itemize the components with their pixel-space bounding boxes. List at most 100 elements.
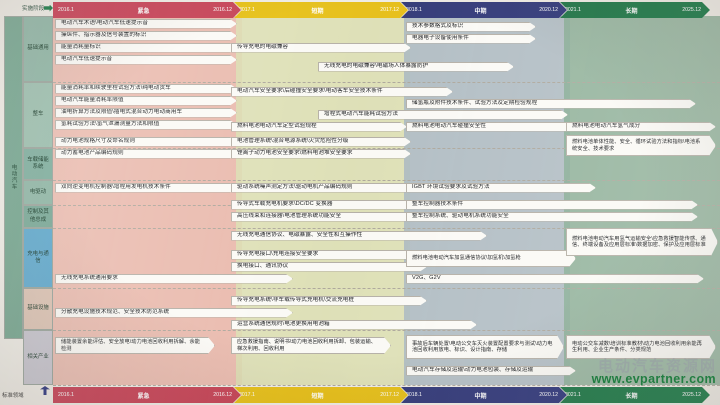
- standard-item[interactable]: 燃料电池单体性能、安全、循环试验方法和指标\电池系统安全、技术要求: [566, 135, 716, 156]
- standard-item[interactable]: 增程式电动汽车能耗试验方法: [318, 110, 568, 120]
- segment-start-date: 2017.1: [239, 7, 255, 13]
- sidebar-item-label: 相关产业: [27, 353, 49, 360]
- standard-item-text: 动力电池规格尺寸及命名规则: [61, 138, 136, 145]
- standard-item-text: 无线充电通信协议、电磁暴露、安全性和互操作性: [237, 232, 363, 239]
- segment-end-date: 2020.12: [539, 392, 558, 398]
- sidebar-item-7[interactable]: 相关产业: [23, 330, 53, 385]
- timeline-segment-mid-term[interactable]: 2018.1 中期 2020.12: [401, 2, 567, 18]
- standard-item[interactable]: 电动公交车减数\培训标准教材\动力电池回收利用余能再生利用、企业生产条件、分类规…: [566, 335, 716, 359]
- band-divider: [53, 330, 720, 331]
- standard-item[interactable]: 锂离子动力电池安全要求\燃料电池堆安全要求: [231, 149, 411, 159]
- standard-item[interactable]: 电动汽车存储及运输\动力电池包装、存储及运输: [406, 366, 576, 376]
- band-divider: [53, 288, 720, 289]
- sidebar-item-5[interactable]: 充电与通信: [23, 228, 53, 288]
- standard-item[interactable]: 无线充电通信协议、电磁暴露、安全性和互操作性: [231, 231, 487, 241]
- standard-item[interactable]: 技术参数格式及标识: [406, 22, 536, 32]
- standard-item[interactable]: 应急救援指南、说明书\动力电池回收利用拆卸、包装运输、梯次利用、回收利用: [231, 337, 391, 354]
- standard-item[interactable]: 驱动系统噪声测定方法\驱动电机产品编码规则: [231, 183, 427, 193]
- standard-item-text: 能量消耗率和续驶里程试验方法\纯电动货车: [61, 85, 171, 92]
- standard-item[interactable]: IGBT 环境试验要求及试验方法: [406, 183, 596, 193]
- segment-label: 中期: [474, 393, 487, 400]
- sidebar-item-3[interactable]: 电驱动: [23, 180, 53, 205]
- standard-item[interactable]: 换电接口、通讯协议: [231, 262, 427, 272]
- standard-item[interactable]: 燃料电池电动汽车氢气成分: [566, 122, 716, 132]
- standard-item[interactable]: 燃料电池电动汽车碰撞安全性: [406, 122, 594, 132]
- standard-item[interactable]: 事故后车辆处置\电动公交车灭火装置配置要求与测试\动力电池回收利用放电、标识、设…: [406, 335, 564, 359]
- axis-arrow-top-icon: [44, 4, 53, 12]
- sidebar-item-4[interactable]: 控制及其他总成: [23, 205, 53, 228]
- standard-item[interactable]: 运营系统通信规约\电池更换用电池箱: [231, 320, 477, 330]
- standard-item[interactable]: 燃料电池电动汽车定型试验规程: [231, 122, 407, 132]
- standard-item[interactable]: 传导式车载充电机要求\DC/DC 变换器: [231, 200, 427, 210]
- segment-end-date: 2025.12: [682, 392, 701, 398]
- sidebar-item-1[interactable]: 整车: [23, 82, 53, 148]
- timeline-segment-mid-term[interactable]: 2018.1 中期 2020.12: [401, 387, 567, 403]
- standard-item-text: 双向逆变电机控制器\增程用发电机技术条件: [61, 184, 171, 191]
- timeline-segment-urgent[interactable]: 2016.1 紧急 2016.12: [53, 2, 241, 18]
- standard-item[interactable]: 氢耗试验方法\氢气泄漏测量方法和限值: [55, 120, 237, 130]
- standard-item[interactable]: 无线充电的电磁兼容\电磁场人体暴露防护: [318, 62, 514, 72]
- standard-item[interactable]: 能量消耗量标识: [55, 43, 237, 53]
- standard-item-text: 燃料电池电动汽车定型试验规程: [237, 123, 317, 130]
- standard-item-text: 运营系统通信规约\电池更换用电池箱: [237, 321, 330, 328]
- band-divider: [53, 180, 720, 181]
- standard-item[interactable]: 电动汽车能量消耗率限值: [55, 96, 237, 106]
- sidebar-item-0[interactable]: 基础通用: [23, 16, 53, 82]
- timeline-segment-short-term[interactable]: 2017.1 短期 2017.12: [234, 2, 408, 18]
- sidebar-item-label: 电驱动: [29, 188, 47, 195]
- standard-item[interactable]: 储能装置余能评估、安全放电\动力电池回收利用拆解、余能检测: [55, 337, 215, 354]
- standard-item[interactable]: 无线充电系统通用要求: [55, 274, 293, 284]
- standard-item[interactable]: V2G、G2V: [406, 274, 704, 284]
- timeline-segment-long-term[interactable]: 2021.1 长期 2025.12: [560, 2, 710, 18]
- standard-item-text: 燃料电池电动汽车碰撞安全性: [412, 123, 487, 130]
- timeline-segment-long-term[interactable]: 2021.1 长期 2025.12: [560, 387, 710, 403]
- segment-end-date: 2025.12: [682, 7, 701, 13]
- segment-label: 短期: [311, 393, 324, 400]
- standard-item[interactable]: 高压线束和连接器\电池管理系统功能安全: [231, 212, 427, 222]
- standard-item[interactable]: 电器电子设备使用条件: [406, 34, 536, 44]
- standard-item[interactable]: 电动汽车低速提示音: [55, 55, 237, 65]
- standard-item-text: 整车控制器技术条件: [412, 201, 464, 208]
- sidebar-item-2[interactable]: 车载储能系统: [23, 148, 53, 180]
- segment-start-date: 2016.1: [58, 7, 74, 13]
- standard-item[interactable]: 动力电池规格尺寸及命名规则: [55, 137, 237, 147]
- standard-item[interactable]: 传导充电系统\非车载传导式充电机\交流充电桩: [231, 296, 427, 306]
- standard-item[interactable]: 整车控制系统、驱动电机系统功能安全: [406, 212, 698, 222]
- standard-item-text: 燃料电池电动汽车氢气成分: [572, 123, 641, 130]
- standard-item[interactable]: 电动汽车安全要求\后碰撞安全要求\电动客车安全技术条件: [231, 87, 453, 97]
- timeline-top[interactable]: 2016.1 紧急 2016.12 2017.1 短期 2017.12 2018.1 中期 20…: [53, 2, 717, 18]
- standard-item[interactable]: 电动汽车术语\电动汽车低速提示音: [55, 19, 237, 29]
- watermark-site-url: www.evpartner.com: [591, 372, 716, 386]
- watermark-site-cn: 电动汽车资源网: [597, 358, 717, 375]
- standard-item[interactable]: 能量消耗率和续驶里程试验方法\纯电动货车: [55, 84, 237, 94]
- standard-item[interactable]: 操纵件、指示器及信号装置的标识: [55, 31, 237, 41]
- band-divider: [53, 82, 720, 83]
- standard-item[interactable]: 燃料电池电动汽车用氢气运输安全\应急救援智能传感、通信、终端设备及应用层标准\数…: [566, 228, 718, 256]
- standard-item-text: 增程式电动汽车能耗试验方法: [324, 111, 399, 118]
- standard-item[interactable]: 整车控制器技术条件: [406, 200, 698, 210]
- standard-item[interactable]: 传导充电的电磁兼容: [231, 43, 411, 53]
- standard-item[interactable]: 动力蓄电池产品编码规则: [55, 149, 237, 159]
- standard-item[interactable]: 储氢瓶及附件技术条件、试验方法及定期检验规程: [406, 99, 696, 109]
- sidebar-item-6[interactable]: 基础设施: [23, 288, 53, 330]
- standard-item-text: V2G、G2V: [412, 275, 441, 282]
- band-divider: [53, 228, 720, 229]
- standard-item-text: 操纵件、指示器及信号装置的标识: [61, 32, 147, 39]
- axis-label-top: 实施阶段: [22, 6, 45, 12]
- timeline-segment-urgent[interactable]: 2016.1 紧急 2016.12: [53, 387, 241, 403]
- standard-item-text: 应急救援指南、说明书\动力电池回收利用拆卸、包装运输、梯次利用、回收利用: [237, 339, 377, 352]
- segment-label: 长期: [625, 8, 638, 15]
- standard-item[interactable]: 双向逆变电机控制器\增程用发电机技术条件: [55, 183, 237, 193]
- standard-item-text: IGBT 环境试验要求及试验方法: [412, 184, 490, 191]
- sidebar-item-label: 充电与通信: [27, 250, 49, 264]
- standard-item[interactable]: 分散充电设施技术规范、安全技术防范系统: [55, 308, 293, 318]
- standard-item[interactable]: 传导充电接口\充电连接安全要求: [231, 250, 427, 260]
- timeline-bottom[interactable]: 2016.1 紧急 2016.12 2017.1 短期 2017.12 2018.1 中期 20…: [53, 387, 717, 403]
- standard-item[interactable]: 电池管理系统\混合电源系统\火灾危险性分级: [231, 137, 411, 147]
- standard-item-text: 电动汽车术语\电动汽车低速提示音: [61, 20, 149, 27]
- standard-item[interactable]: 燃料电池电动汽车加氢通信协议\加氢机\加氢枪: [406, 250, 576, 267]
- sidebar-item-label: 车载储能系统: [27, 156, 49, 170]
- standard-item[interactable]: 油电折算方法及限值\插电式混合动力电动商用车: [55, 108, 237, 118]
- timeline-segment-short-term[interactable]: 2017.1 短期 2017.12: [234, 387, 408, 403]
